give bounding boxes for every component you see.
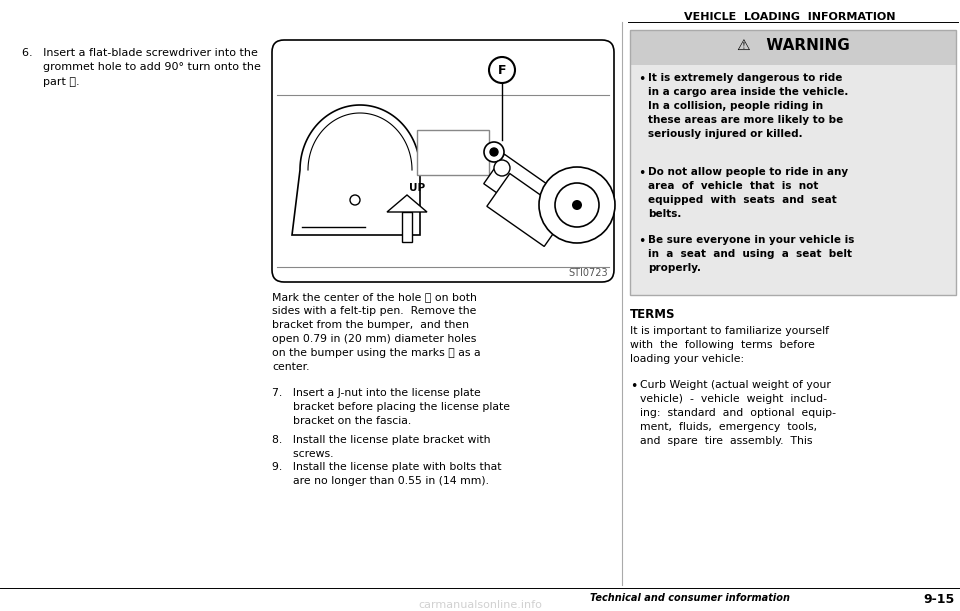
Text: F: F <box>497 64 506 76</box>
Bar <box>630 65 956 295</box>
Circle shape <box>572 200 582 210</box>
Text: 6.   Insert a flat-blade screwdriver into the
      grommet hole to add 90° turn: 6. Insert a flat-blade screwdriver into … <box>22 48 261 87</box>
Text: •: • <box>638 73 645 86</box>
Bar <box>402 212 412 242</box>
Text: It is important to familiarize yourself
with  the  following  terms  before
load: It is important to familiarize yourself … <box>630 326 829 364</box>
Text: Mark the center of the hole ⓕ on both
sides with a felt-tip pen.  Remove the
bra: Mark the center of the hole ⓕ on both si… <box>272 292 481 372</box>
Circle shape <box>350 195 360 205</box>
Bar <box>630 30 956 65</box>
Text: carmanualsonline.info: carmanualsonline.info <box>418 600 542 610</box>
Text: Be sure everyone in your vehicle is
in  a  seat  and  using  a  seat  belt
prope: Be sure everyone in your vehicle is in a… <box>648 235 854 273</box>
Circle shape <box>494 160 510 176</box>
Circle shape <box>489 57 515 83</box>
Text: ⚠   WARNING: ⚠ WARNING <box>736 38 850 53</box>
Bar <box>630 30 956 295</box>
Bar <box>417 130 489 175</box>
Text: 9-15: 9-15 <box>924 593 955 606</box>
Text: STI0723: STI0723 <box>568 268 608 278</box>
Text: Curb Weight (actual weight of your
vehicle)  -  vehicle  weight  includ-
ing:  s: Curb Weight (actual weight of your vehic… <box>640 380 836 446</box>
Text: It is extremely dangerous to ride
in a cargo area inside the vehicle.
In a colli: It is extremely dangerous to ride in a c… <box>648 73 849 139</box>
Text: Technical and consumer information: Technical and consumer information <box>590 593 790 603</box>
Text: 9.   Install the license plate with bolts that
      are no longer than 0.55 in : 9. Install the license plate with bolts … <box>272 462 501 486</box>
Text: 8.   Install the license plate bracket with
      screws.: 8. Install the license plate bracket wit… <box>272 435 491 459</box>
Text: •: • <box>630 380 637 393</box>
Text: TERMS: TERMS <box>630 308 676 321</box>
Polygon shape <box>292 105 420 235</box>
FancyBboxPatch shape <box>272 40 614 282</box>
Text: 7.   Insert a J-nut into the license plate
      bracket before placing the lice: 7. Insert a J-nut into the license plate… <box>272 388 510 426</box>
Text: •: • <box>638 167 645 180</box>
Circle shape <box>539 167 615 243</box>
Text: Do not allow people to ride in any
area  of  vehicle  that  is  not
equipped  wi: Do not allow people to ride in any area … <box>648 167 848 219</box>
Text: UP: UP <box>409 183 425 193</box>
Polygon shape <box>484 154 550 216</box>
Circle shape <box>555 183 599 227</box>
Polygon shape <box>487 174 567 246</box>
Polygon shape <box>387 195 427 212</box>
Circle shape <box>490 148 498 156</box>
Circle shape <box>484 142 504 162</box>
Text: •: • <box>638 235 645 248</box>
Text: VEHICLE  LOADING  INFORMATION: VEHICLE LOADING INFORMATION <box>684 12 896 22</box>
